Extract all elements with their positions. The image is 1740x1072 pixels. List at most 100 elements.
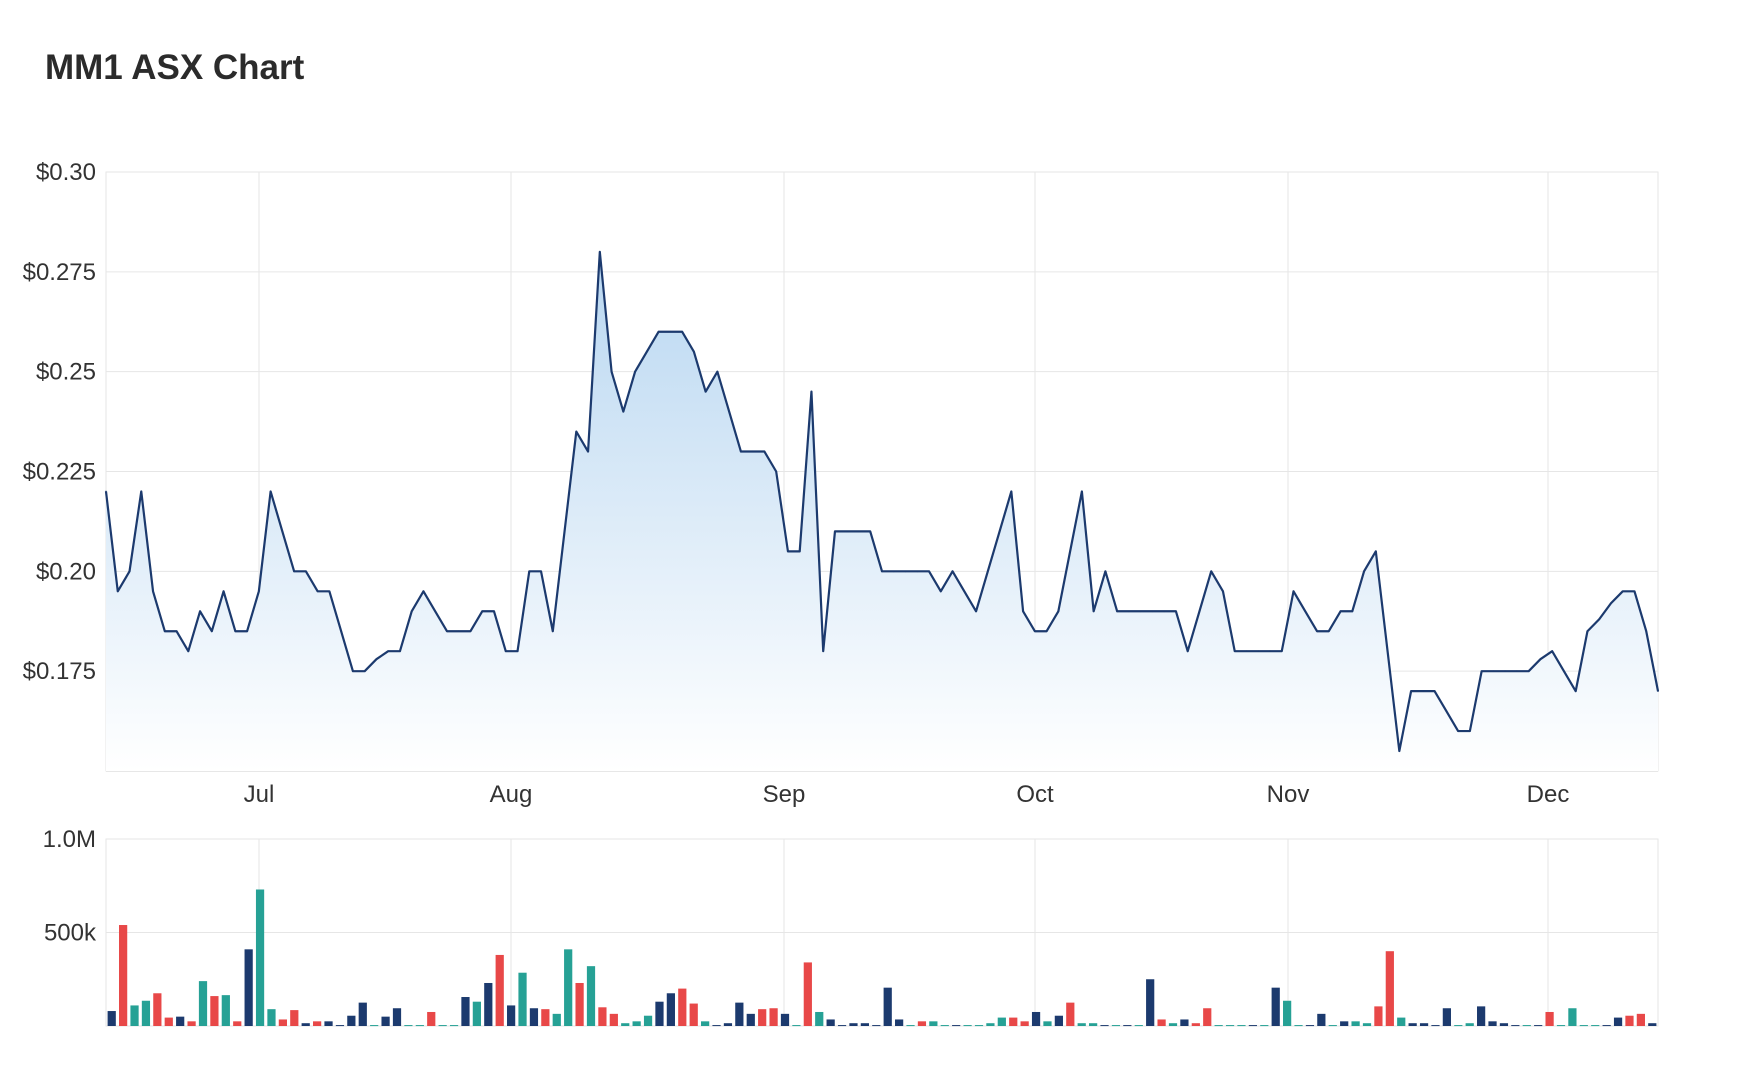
price-point bbox=[399, 650, 401, 652]
price-point bbox=[1398, 750, 1401, 752]
price-point bbox=[1610, 602, 1612, 605]
volume-bar bbox=[130, 1005, 139, 1026]
volume-bar bbox=[324, 1021, 333, 1026]
price-point bbox=[305, 570, 307, 573]
volume-bar bbox=[1294, 1025, 1303, 1027]
price-point bbox=[775, 470, 777, 473]
volume-bar bbox=[552, 1013, 561, 1026]
volume-bar bbox=[1134, 1025, 1143, 1027]
price-point bbox=[128, 570, 131, 573]
price-point bbox=[481, 610, 484, 613]
volume-bar bbox=[780, 1013, 790, 1026]
volume-bar bbox=[313, 1021, 322, 1026]
price-point bbox=[1657, 690, 1659, 692]
volume-bar bbox=[1351, 1021, 1360, 1026]
price-point bbox=[211, 630, 213, 633]
price-point bbox=[1175, 610, 1177, 613]
volume-bar bbox=[952, 1025, 961, 1027]
volume-bar bbox=[1317, 1013, 1326, 1026]
volume-bar bbox=[221, 995, 230, 1026]
price-point bbox=[258, 590, 260, 593]
volume-bar bbox=[689, 1003, 698, 1026]
price-point bbox=[822, 650, 825, 652]
volume-bar bbox=[347, 1015, 356, 1026]
volume-bar bbox=[518, 972, 527, 1026]
volume-bar bbox=[735, 1002, 744, 1027]
price-point bbox=[657, 330, 660, 333]
volume-bar bbox=[723, 1023, 733, 1026]
price-point bbox=[1045, 630, 1048, 633]
chart-title: MM1 ASX Chart bbox=[45, 48, 305, 87]
price-point bbox=[704, 390, 707, 393]
price-point bbox=[1245, 650, 1248, 652]
price-point bbox=[493, 610, 495, 613]
price-point bbox=[540, 570, 542, 573]
price-point bbox=[340, 630, 342, 633]
price-point bbox=[1445, 710, 1448, 712]
price-point bbox=[763, 450, 766, 453]
volume-bar bbox=[449, 1025, 459, 1027]
price-point bbox=[1492, 670, 1495, 672]
volume-bar bbox=[1568, 1008, 1577, 1026]
volume-bar bbox=[484, 982, 493, 1026]
price-point bbox=[987, 570, 989, 573]
price-point bbox=[1422, 690, 1424, 692]
price-point bbox=[446, 630, 448, 633]
price-point bbox=[152, 590, 154, 593]
price-point bbox=[187, 650, 190, 652]
volume-bar bbox=[507, 1005, 516, 1026]
price-point bbox=[1327, 630, 1330, 633]
price-point bbox=[293, 570, 295, 573]
volume-bar bbox=[1077, 1023, 1086, 1026]
price-point bbox=[892, 570, 895, 573]
volume-bar bbox=[860, 1023, 869, 1026]
volume-bar bbox=[1214, 1025, 1223, 1027]
price-point bbox=[1151, 610, 1154, 613]
price-point bbox=[434, 610, 437, 613]
volume-bar bbox=[1362, 1023, 1372, 1026]
volume-bar bbox=[107, 1011, 116, 1026]
volume-bar bbox=[598, 1007, 607, 1026]
price-point bbox=[1563, 670, 1565, 672]
volume-bar bbox=[1511, 1025, 1520, 1027]
volume-bar bbox=[883, 987, 892, 1026]
volume-bar bbox=[1625, 1015, 1634, 1026]
price-point bbox=[1081, 490, 1083, 493]
volume-bar bbox=[586, 966, 596, 1026]
price-point bbox=[881, 570, 883, 573]
volume-bar bbox=[997, 1017, 1006, 1026]
price-point bbox=[1304, 610, 1307, 613]
volume-bar bbox=[1123, 1025, 1132, 1027]
volume-bar bbox=[1180, 1019, 1189, 1026]
volume-bar bbox=[1385, 951, 1394, 1026]
volume-bar bbox=[1397, 1017, 1406, 1026]
price-point bbox=[328, 590, 331, 593]
volume-bar bbox=[358, 1002, 367, 1027]
price-point bbox=[1316, 630, 1318, 633]
volume-bar bbox=[1248, 1025, 1257, 1027]
price-point bbox=[1386, 650, 1389, 652]
price-point bbox=[928, 570, 930, 573]
volume-bar bbox=[1260, 1025, 1269, 1027]
price-point bbox=[998, 530, 1001, 533]
price-point bbox=[1504, 670, 1506, 672]
price-y-tick-label: $0.30 bbox=[36, 159, 96, 186]
x-axis: Jul Aug Sep Oct Nov Dec bbox=[244, 781, 1570, 808]
volume-bar bbox=[609, 1013, 618, 1026]
price-point bbox=[869, 530, 872, 533]
volume-bar bbox=[895, 1019, 904, 1026]
volume-bar bbox=[1168, 1023, 1178, 1026]
price-point bbox=[1598, 618, 1601, 621]
price-point bbox=[1069, 550, 1071, 553]
volume-bar bbox=[826, 1019, 835, 1026]
price-point bbox=[740, 450, 742, 453]
price-point bbox=[1339, 610, 1342, 613]
price-point bbox=[1104, 570, 1107, 573]
volume-bar bbox=[1340, 1021, 1349, 1026]
price-point bbox=[1621, 590, 1624, 593]
volume-bar bbox=[758, 1009, 767, 1026]
volume-bars bbox=[107, 889, 1657, 1027]
price-point bbox=[1574, 690, 1577, 692]
volume-bar bbox=[529, 1008, 539, 1026]
